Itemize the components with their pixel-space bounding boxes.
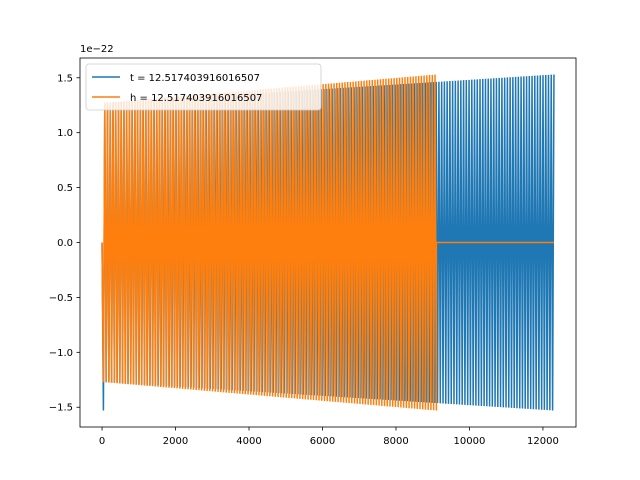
y-tick-label: 1.0	[57, 128, 73, 139]
x-tick-label: 8000	[383, 436, 408, 447]
x-tick-label: 0	[99, 436, 105, 447]
y-tick-label: −0.5	[49, 293, 73, 304]
legend-box	[85, 63, 322, 111]
x-tick-label: 6000	[310, 436, 335, 447]
x-tick-label: 12000	[527, 436, 559, 447]
series-line-h	[101, 74, 554, 411]
y-tick-label: 1.5	[57, 73, 73, 84]
y-offset-label: 1e−22	[80, 44, 114, 55]
y-axis: −1.5 −1.0 −0.5 0.0 0.5 1.0 1.5	[49, 73, 80, 414]
y-tick-label: 0.0	[57, 238, 73, 249]
legend-label-t: t = 12.517403916016507	[130, 73, 260, 84]
legend: t = 12.517403916016507 h = 12.5174039160…	[85, 63, 322, 111]
legend-label-h: h = 12.517403916016507	[130, 93, 262, 104]
plot-area	[101, 74, 555, 411]
x-tick-label: 2000	[163, 436, 188, 447]
x-tick-label: 10000	[454, 436, 486, 447]
x-axis: 0 2000 4000 6000 8000 10000 12000	[99, 427, 559, 447]
y-tick-label: −1.5	[49, 403, 73, 414]
y-tick-label: −1.0	[49, 348, 73, 359]
y-tick-label: 0.5	[57, 183, 73, 194]
x-tick-label: 4000	[236, 436, 261, 447]
